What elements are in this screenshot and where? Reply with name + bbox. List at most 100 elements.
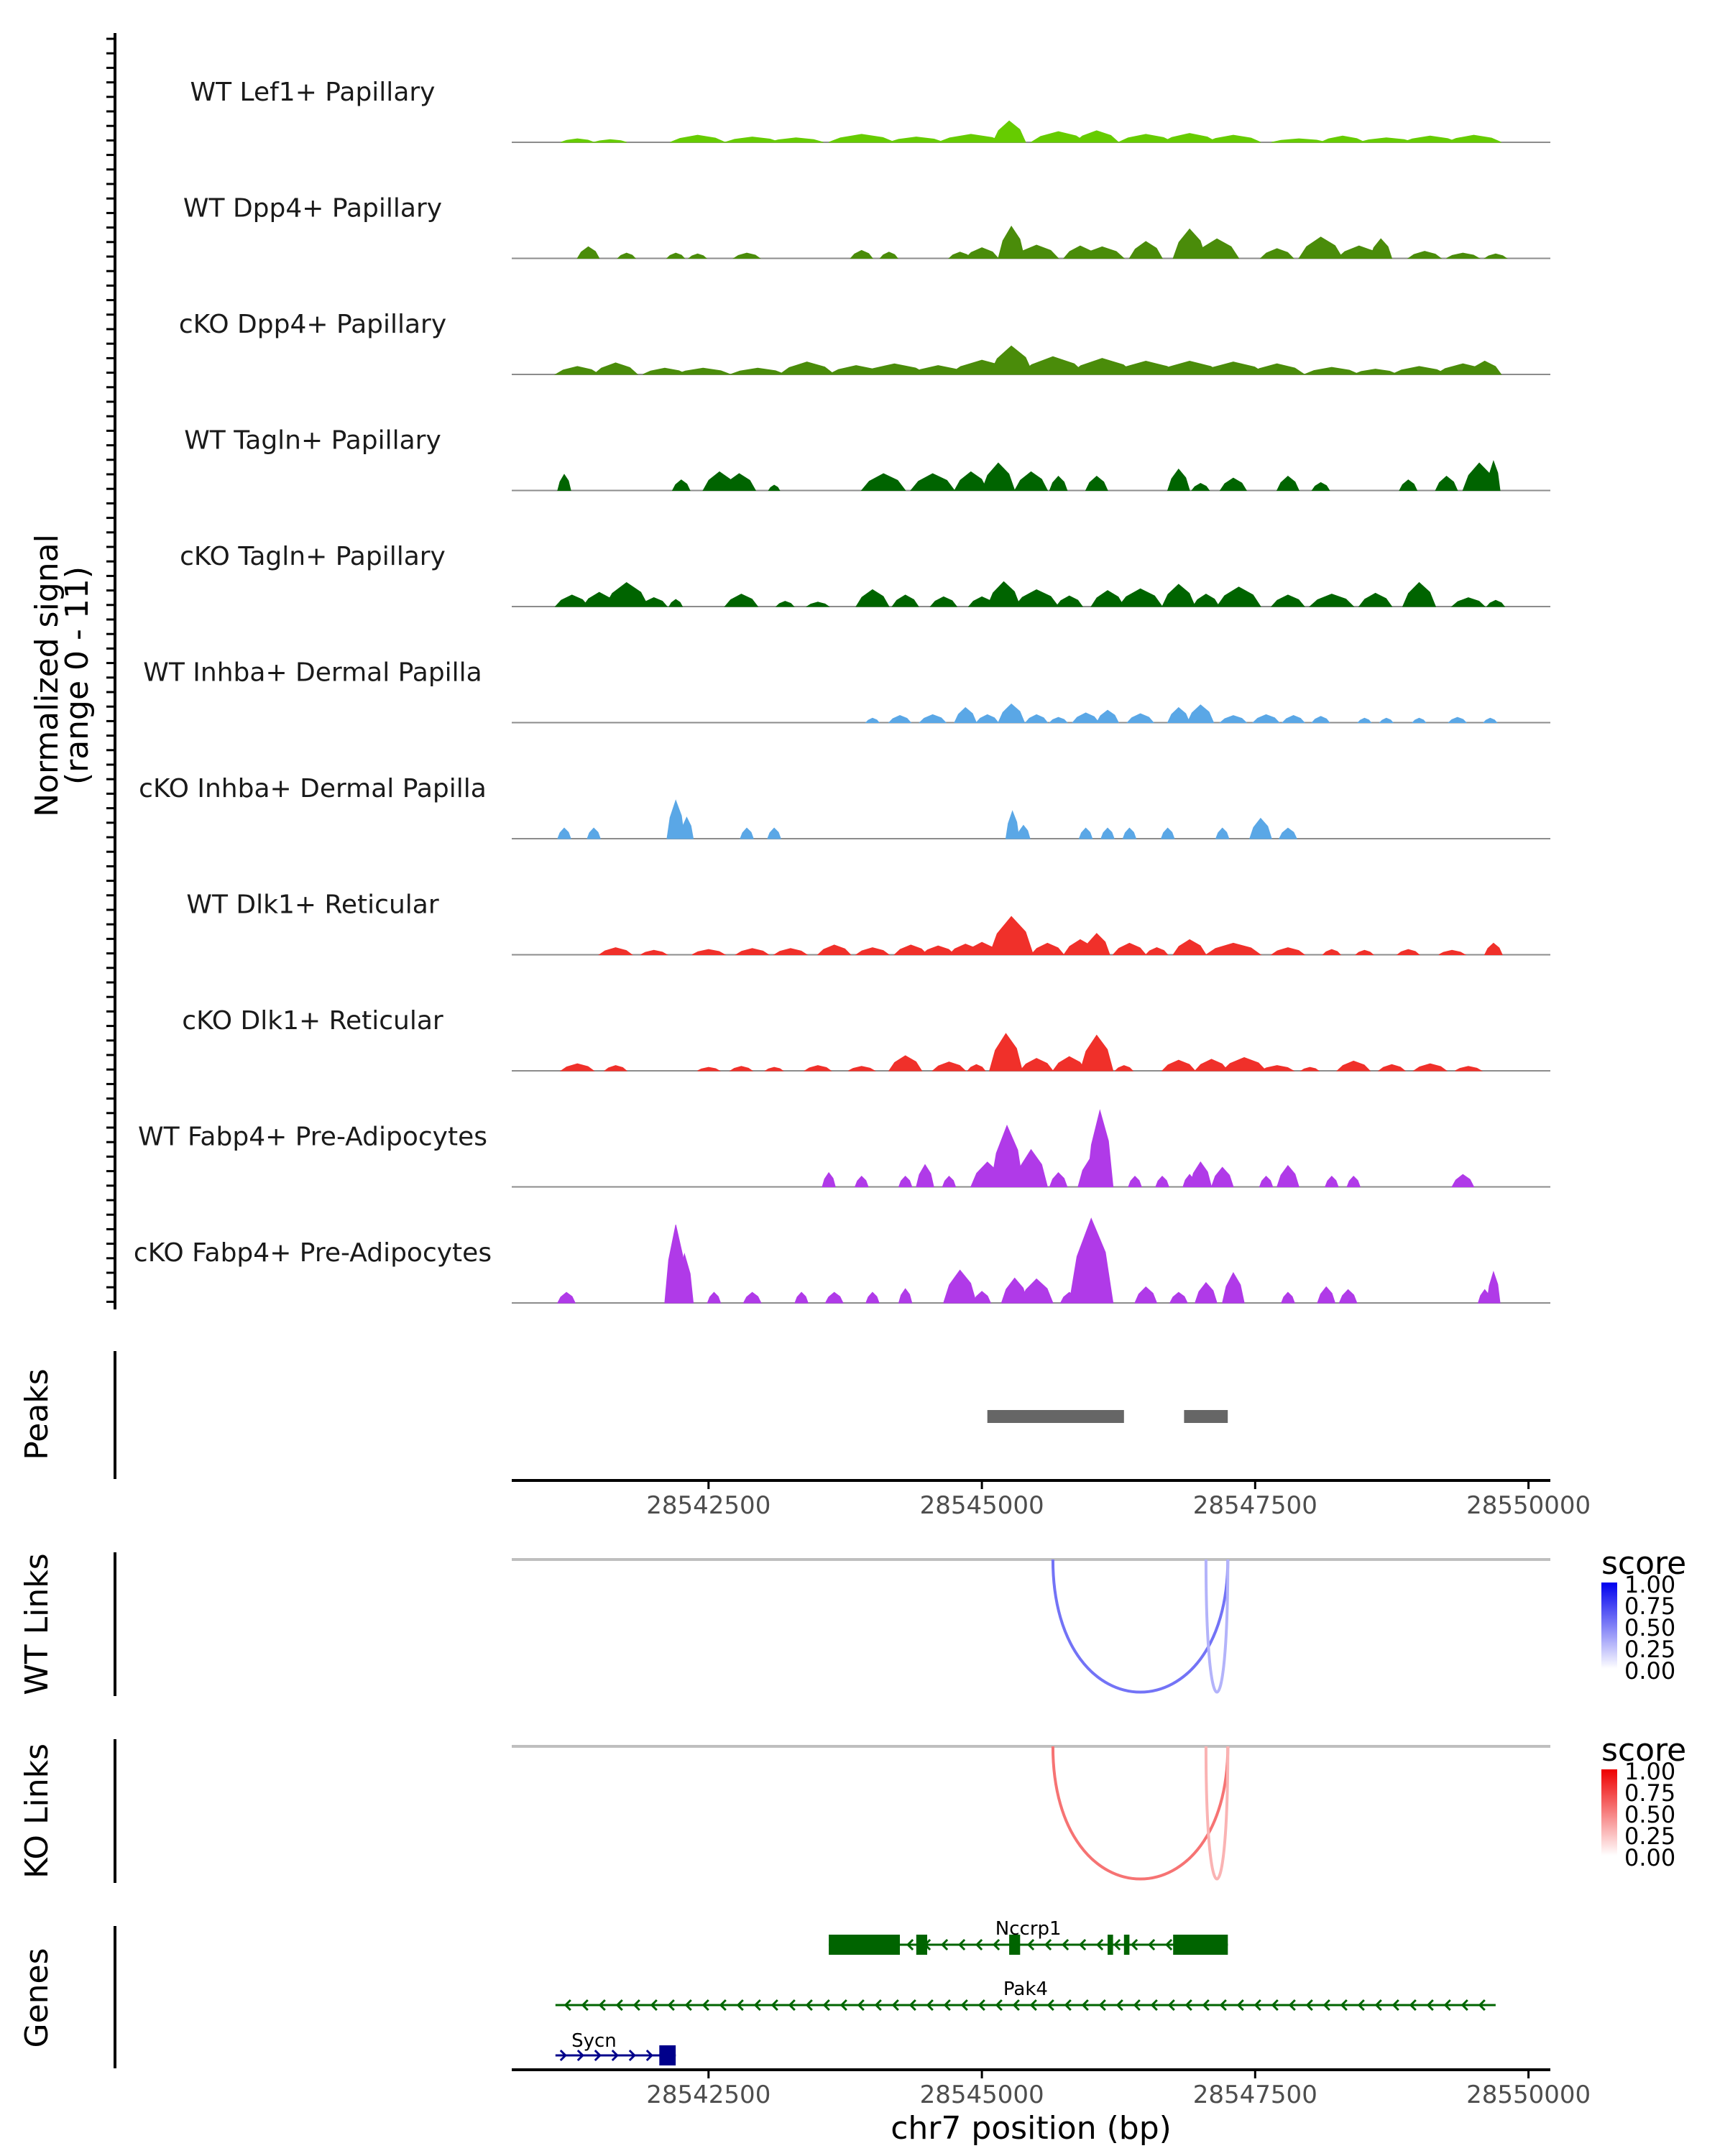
coverage-peak	[1282, 715, 1305, 723]
coverage-peak	[794, 1291, 809, 1304]
coverage-peak	[707, 1291, 722, 1304]
coverage-peak	[1448, 717, 1468, 723]
coverage-peak	[1358, 592, 1393, 607]
coverage-peak	[1194, 1059, 1229, 1072]
coverage-peak	[691, 949, 727, 955]
coverage-peak	[1073, 130, 1120, 143]
coverage-peak	[734, 948, 770, 955]
coverage-peak	[1298, 236, 1343, 259]
coverage-peak	[1095, 709, 1120, 723]
coverage-peak	[1049, 1171, 1068, 1187]
coverage-peak	[1187, 704, 1215, 723]
coverage-peak	[1205, 942, 1262, 955]
links-label: KO Links	[19, 1743, 55, 1879]
coverage-peak	[929, 596, 958, 607]
strand-arrow	[908, 1999, 916, 2012]
coverage-peak	[921, 945, 956, 955]
peaks-x-tick-label: 28550000	[1466, 1491, 1591, 1520]
coverage-peak	[1005, 810, 1020, 839]
coverage-peak	[1161, 1059, 1196, 1072]
strand-arrow	[564, 1999, 571, 2012]
strand-arrow	[1081, 1999, 1089, 2012]
coverage-peak	[1013, 589, 1059, 607]
coverage-peak	[1259, 1175, 1274, 1187]
coverage-peak	[676, 367, 731, 375]
strand-arrow	[975, 1938, 983, 1951]
legend-title: score	[1601, 1732, 1686, 1769]
coverage-peak	[888, 1055, 923, 1072]
coverage-peak	[1412, 717, 1427, 723]
strand-arrow	[978, 1999, 985, 2012]
coverage-peak	[1126, 713, 1154, 723]
strand-arrow	[1133, 1999, 1141, 2012]
coverage-peak	[954, 706, 978, 723]
coverage-peak	[768, 137, 824, 143]
coverage-peak	[1455, 1066, 1484, 1072]
coverage-peak	[855, 947, 891, 955]
strand-arrow	[788, 1999, 796, 2012]
strand-arrow	[1305, 1999, 1313, 2012]
strand-arrow	[1061, 1938, 1070, 1951]
coverage-peak	[1118, 588, 1163, 607]
coverage-peak	[898, 1288, 913, 1304]
coverage-peak	[1134, 1286, 1158, 1304]
strand-arrow	[1184, 1999, 1192, 2012]
strand-arrow	[581, 1999, 589, 2012]
strand-arrow	[1219, 1999, 1227, 2012]
coverage-peak	[1049, 475, 1068, 491]
coverage-peak	[1072, 712, 1100, 723]
coverage-ylabel: Normalized signal	[29, 534, 65, 817]
track-label: WT Inhba+ Dermal Papilla	[143, 658, 482, 688]
coverage-peak	[1194, 238, 1240, 259]
coverage-peak	[671, 479, 691, 491]
coverage-peak	[1407, 251, 1443, 259]
coverage-peak	[1446, 252, 1481, 259]
strand-arrow	[822, 1999, 830, 2012]
coverage-peak	[1402, 581, 1437, 607]
coverage-peak	[742, 1291, 762, 1304]
coverage-peak	[942, 1175, 957, 1187]
coverage-peak	[1446, 134, 1501, 143]
coverage-peak	[675, 1253, 694, 1304]
coverage-peak	[559, 1063, 595, 1072]
coverage-peak	[1169, 1291, 1188, 1304]
coverage-peak	[1260, 1065, 1295, 1072]
track-label: cKO Tagln+ Papillary	[180, 542, 446, 571]
coverage-peak	[1270, 594, 1305, 607]
coverage-peak	[557, 827, 571, 839]
strand-arrow	[1164, 1938, 1173, 1951]
coverage-peak	[1309, 594, 1355, 607]
coverage-peak	[1100, 827, 1115, 839]
coverage-peak	[1145, 947, 1169, 955]
link-arc	[1204, 1559, 1230, 1694]
coverage-peak	[1215, 827, 1230, 839]
link-arc	[1204, 1746, 1230, 1881]
coverage-peak	[1049, 717, 1068, 723]
coverage-ylabel-range: (range 0 - 11)	[59, 566, 96, 785]
legend-tick-label: 0.00	[1624, 1844, 1675, 1871]
legend-colorbar	[1601, 1769, 1617, 1856]
peaks-x-tick-label: 28547500	[1193, 1491, 1317, 1520]
strand-arrow	[1460, 1999, 1468, 2012]
coverage-peak	[1219, 477, 1247, 491]
strand-arrow	[559, 2049, 567, 2062]
coverage-peak	[1195, 1281, 1218, 1304]
strand-arrow	[943, 1999, 951, 2012]
strand-arrow	[753, 1999, 761, 2012]
coverage-peak	[617, 252, 637, 259]
strand-arrow	[1113, 1938, 1121, 1951]
strand-arrow	[1167, 1999, 1175, 2012]
coverage-peak	[992, 120, 1026, 143]
track-label: cKO Inhba+ Dermal Papilla	[139, 774, 487, 803]
genes-x-tick-label: 28542500	[646, 2081, 770, 2109]
coverage-peak	[732, 252, 761, 259]
coverage-peak	[1377, 1064, 1407, 1072]
strand-arrow	[594, 2049, 602, 2062]
coverage-peak	[965, 247, 1000, 259]
gene-exon	[916, 1935, 927, 1955]
coverage-peak	[1317, 1286, 1336, 1304]
coverage-peak	[1013, 471, 1049, 491]
coverage-peak	[1085, 476, 1108, 491]
coverage-peak	[1483, 717, 1498, 723]
